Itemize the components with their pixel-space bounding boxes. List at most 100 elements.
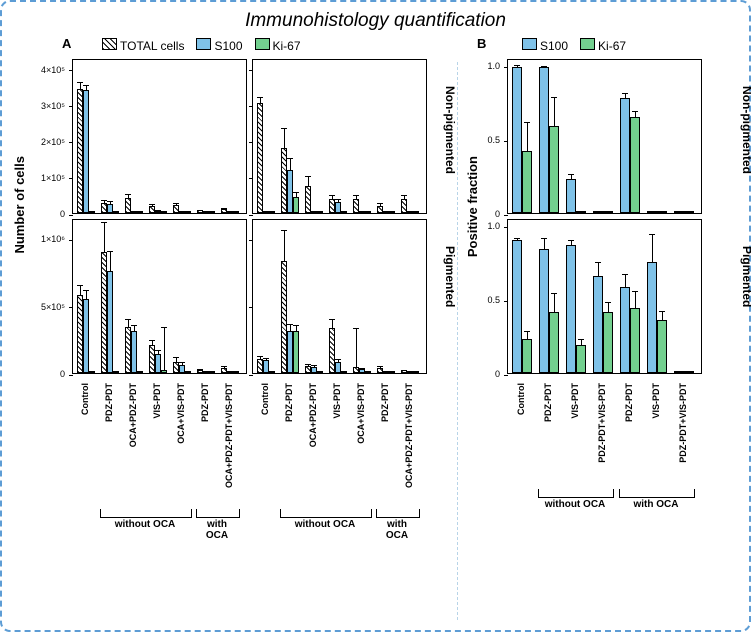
panel-a-grid: 01×10⁵2×10⁵3×10⁵4×10⁵05×10⁵1×10⁶ [72, 59, 442, 379]
data-bar [603, 312, 613, 373]
data-bar [233, 371, 239, 373]
bar-group [377, 368, 395, 373]
data-bar [113, 211, 119, 213]
ytick-label: 5×10⁵ [25, 302, 65, 312]
bar-group [257, 103, 275, 213]
data-bar [89, 211, 95, 213]
bar-group [593, 276, 613, 373]
xtick-label: PDZ-PDT [200, 383, 210, 422]
xtick-label: PDZ-PDT+VIS-PDT [597, 383, 607, 463]
data-bar [341, 371, 347, 373]
xtick-label: PDZ-PDT [104, 383, 114, 422]
xtick-label: Control [260, 383, 270, 415]
ytick-label: 0.5 [460, 135, 500, 145]
data-bar [389, 211, 395, 213]
ytick-label: 1.0 [460, 61, 500, 71]
data-bar [603, 211, 613, 213]
data-bar [365, 211, 371, 213]
panel-b-label: B [477, 36, 486, 51]
panel-b-xaxis-area: ControlPDZ-PDTVIS-PDTPDZ-PDT+VIS-PDTPDZ-… [507, 379, 717, 579]
panel-a-label: A [62, 36, 71, 51]
data-bar [413, 211, 419, 213]
panel-a: A TOTAL cells S100 Ki-67 Number of cells… [12, 36, 452, 579]
hatch-swatch-icon [102, 38, 117, 50]
subplot [252, 59, 427, 214]
xtick-label: VIS-PDT [332, 383, 342, 419]
data-bar [512, 67, 522, 213]
bar-group [221, 209, 239, 213]
bar-group [173, 362, 191, 373]
subplot: 05×10⁵1×10⁶ [72, 219, 247, 374]
data-bar [269, 371, 275, 373]
bar-group [281, 261, 299, 373]
data-bar [620, 287, 630, 373]
data-bar [341, 211, 347, 213]
bar-group [647, 211, 667, 213]
xtick-label: PDZ-PDT [284, 383, 294, 422]
xtick-label: Control [80, 383, 90, 415]
data-bar [566, 245, 576, 373]
ytick-label: 1×10⁶ [25, 234, 65, 244]
xtick-label: OCA+PDZ-PDT+VIS-PDT [224, 383, 234, 488]
bar-group [401, 199, 419, 213]
panel-divider [457, 62, 458, 620]
data-bar [305, 186, 311, 213]
bracket-label: with OCA [376, 519, 418, 541]
blue-swatch-icon [196, 38, 211, 50]
ytick-label: 4×10⁵ [25, 65, 65, 75]
ytick-label: 0 [25, 209, 65, 219]
bracket-label: without OCA [538, 499, 612, 510]
bar-group [377, 206, 395, 213]
data-bar [593, 276, 603, 373]
bar-group [77, 295, 95, 373]
data-bar [89, 371, 95, 373]
legend-s100-b: S100 [540, 39, 568, 53]
bracket-label: with OCA [619, 499, 693, 510]
bar-group [566, 245, 586, 373]
legend-ki67-a: Ki-67 [273, 39, 301, 53]
subplot [252, 219, 427, 374]
data-bar [389, 371, 395, 373]
row-label-top-b: Non-pigmented [740, 86, 751, 174]
legend-ki67-b: Ki-67 [598, 39, 626, 53]
data-bar [269, 211, 275, 213]
bar-group [329, 199, 347, 213]
bar-group [329, 328, 347, 373]
bracket-label: with OCA [196, 519, 238, 541]
green-swatch-icon [255, 38, 270, 50]
data-bar [317, 371, 323, 373]
bar-group [674, 211, 694, 213]
xtick-label: Control [516, 383, 526, 415]
data-bar [137, 211, 143, 213]
data-bar [83, 90, 89, 213]
data-bar [83, 299, 89, 373]
data-bar [107, 271, 113, 373]
ytick-label: 0.5 [460, 295, 500, 305]
data-bar [413, 371, 419, 373]
xtick-label: OCA+VIS-PDT [356, 383, 366, 444]
bar-group [305, 366, 323, 373]
data-bar [257, 103, 263, 213]
xtick-label: VIS-PDT [651, 383, 661, 419]
xtick-label: OCA+PDZ-PDT+VIS-PDT [404, 383, 414, 488]
data-bar [131, 331, 137, 373]
data-bar [113, 371, 119, 373]
row-label-bottom-a: Pigmented [443, 246, 457, 307]
blue-swatch-icon [522, 38, 537, 50]
legend-total: TOTAL cells [120, 39, 184, 53]
xtick-label: OCA+VIS-PDT [176, 383, 186, 444]
data-bar [684, 371, 694, 373]
data-bar [209, 371, 215, 373]
subplot: 00.51.0 [507, 59, 702, 214]
green-swatch-icon [580, 38, 595, 50]
subplot: 01×10⁵2×10⁵3×10⁵4×10⁵ [72, 59, 247, 214]
bar-group [197, 210, 215, 213]
data-bar [647, 211, 657, 213]
data-bar [209, 211, 215, 213]
figure-container: Immunohistology quantification A TOTAL c… [0, 0, 751, 632]
xtick-label: PDZ-PDT+VIS-PDT [678, 383, 688, 463]
data-bar [657, 320, 667, 373]
bar-group [101, 252, 119, 373]
bar-group [173, 205, 191, 213]
subplot: 00.51.0 [507, 219, 702, 374]
